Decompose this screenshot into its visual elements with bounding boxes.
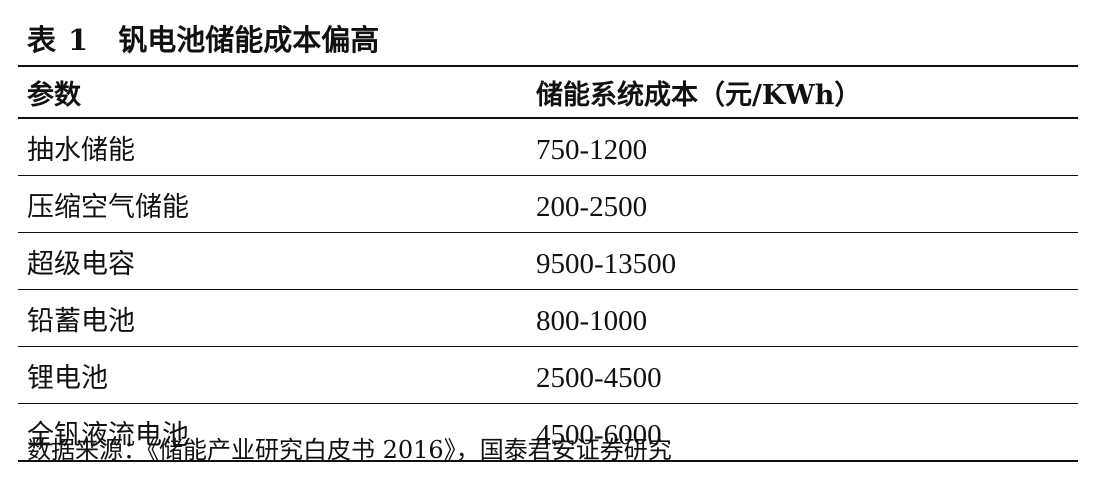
table-title-number: 1 xyxy=(68,23,89,57)
row-cost: 4500-6000 xyxy=(528,403,1078,462)
table-title: 表 1 钒电池储能成本偏高 xyxy=(27,20,379,60)
table-header-row: 参数 储能系统成本（元/KWh） xyxy=(18,65,1078,119)
table-row: 超级电容 9500-13500 xyxy=(18,232,1078,290)
row-cost: 9500-13500 xyxy=(528,232,1078,290)
cost-table: 参数 储能系统成本（元/KWh） 抽水储能 750-1200 压缩空气储能 20… xyxy=(18,65,1078,462)
table-row: 锂电池 2500-4500 xyxy=(18,346,1078,404)
table-row: 压缩空气储能 200-2500 xyxy=(18,175,1078,233)
row-cost: 750-1200 xyxy=(528,118,1078,176)
table-row: 铅蓄电池 800-1000 xyxy=(18,289,1078,347)
table-title-label: 表 xyxy=(27,23,57,57)
table-row: 抽水储能 750-1200 xyxy=(18,118,1078,176)
row-name: 超级电容 xyxy=(18,232,528,290)
row-name: 全钒液流电池 xyxy=(18,403,528,462)
row-name: 压缩空气储能 xyxy=(18,175,528,233)
header-parameter: 参数 xyxy=(18,65,528,119)
row-name: 抽水储能 xyxy=(18,118,528,176)
row-cost: 2500-4500 xyxy=(528,346,1078,404)
header-storage-cost: 储能系统成本（元/KWh） xyxy=(528,65,1078,119)
row-name: 锂电池 xyxy=(18,346,528,404)
data-source-note: 数据来源：《储能产业研究白皮书 2016》，国泰君安证券研究 xyxy=(27,436,672,464)
table-title-name: 钒电池储能成本偏高 xyxy=(118,23,380,57)
table-row: 全钒液流电池 4500-6000 xyxy=(18,403,1078,462)
row-cost: 800-1000 xyxy=(528,289,1078,347)
row-cost: 200-2500 xyxy=(528,175,1078,233)
row-name: 铅蓄电池 xyxy=(18,289,528,347)
